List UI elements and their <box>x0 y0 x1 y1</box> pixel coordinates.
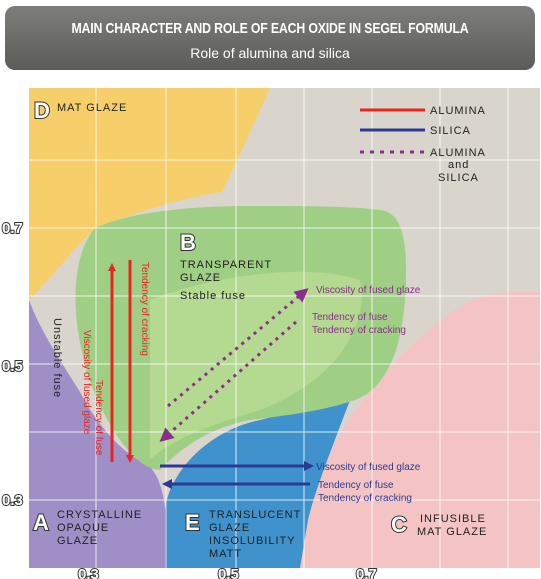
region-b-label-1: TRANSPARENT <box>180 259 272 271</box>
viscosity-vertical: Viscosity of fused glaze <box>81 330 92 435</box>
legend-both-label-2: and <box>448 159 469 171</box>
region-c-infusible <box>300 292 540 568</box>
region-e-label-3: INSOLUBILITY <box>209 535 296 547</box>
region-b-letter: B <box>180 230 196 255</box>
region-d-label: MAT GLAZE <box>57 102 127 114</box>
diagonal-viscosity-label: Viscosity of fused glaze <box>316 285 421 296</box>
legend: ALUMINA SILICA ALUMINA and SILICA <box>360 105 486 184</box>
region-a-label-1: CRYSTALLINE <box>57 509 142 521</box>
region-d-mat-glaze <box>29 88 270 300</box>
horizontal-fuse-label: Tendency of fuse <box>318 480 394 491</box>
region-a-label-3: GLAZE <box>57 535 98 547</box>
x-tick-07: 0.7 <box>356 566 377 579</box>
region-b-label-2: GLAZE <box>180 272 221 284</box>
grid <box>29 88 540 568</box>
y-tick-07: 0.7 <box>2 220 23 237</box>
horizontal-cracking-label: Tendency of cracking <box>318 493 412 504</box>
unstable-fuse-label: Unstable fuse <box>51 318 63 398</box>
header-title: MAIN CHARACTER AND ROLE OF EACH OXIDE IN… <box>71 20 469 37</box>
region-b-inner-shading <box>150 271 362 460</box>
region-e-label-4: MATT <box>209 548 242 560</box>
header-banner: MAIN CHARACTER AND ROLE OF EACH OXIDE IN… <box>5 6 535 70</box>
region-b-label-3: Stable fuse <box>180 290 246 302</box>
region-e-letter: E <box>185 510 200 535</box>
legend-alumina-label: ALUMINA <box>430 105 486 117</box>
x-tick-05: 0.5 <box>218 566 239 579</box>
x-tick-03: 0.3 <box>78 566 99 579</box>
y-tick-05: 0.5 <box>2 358 23 375</box>
y-tick-03: 0.3 <box>2 492 23 509</box>
region-e-label-2: GLAZE <box>209 522 250 534</box>
diagonal-fuse-label: Tendency of fuse <box>312 312 388 323</box>
legend-both-label-1: ALUMINA <box>430 147 486 159</box>
tendency-fuse-vertical: Tendency of fuse <box>93 380 104 456</box>
diagonal-cracking-label: Tendency of cracking <box>312 325 406 336</box>
tendency-cracking-vertical: Tendency of cracking <box>139 262 150 356</box>
legend-both-label-3: SILICA <box>438 172 479 184</box>
region-c-label-1: INFUSIBLE <box>420 513 486 525</box>
region-c-letter: C <box>391 512 407 537</box>
region-a-crystalline <box>29 300 165 568</box>
both-arrow-down <box>159 320 297 442</box>
horizontal-viscosity-label: Viscosity of fused glaze <box>316 462 421 473</box>
region-e-label-1: TRANSLUCENT <box>209 509 301 521</box>
region-a-letter: A <box>33 510 49 535</box>
both-arrow-up <box>167 288 309 408</box>
legend-silica-label: SILICA <box>430 125 471 137</box>
region-d-letter: D <box>34 98 50 123</box>
header-subtitle: Role of alumina and silica <box>190 45 350 61</box>
region-c-label-2: MAT GLAZE <box>417 526 487 538</box>
region-a-label-2: OPAQUE <box>57 522 109 534</box>
